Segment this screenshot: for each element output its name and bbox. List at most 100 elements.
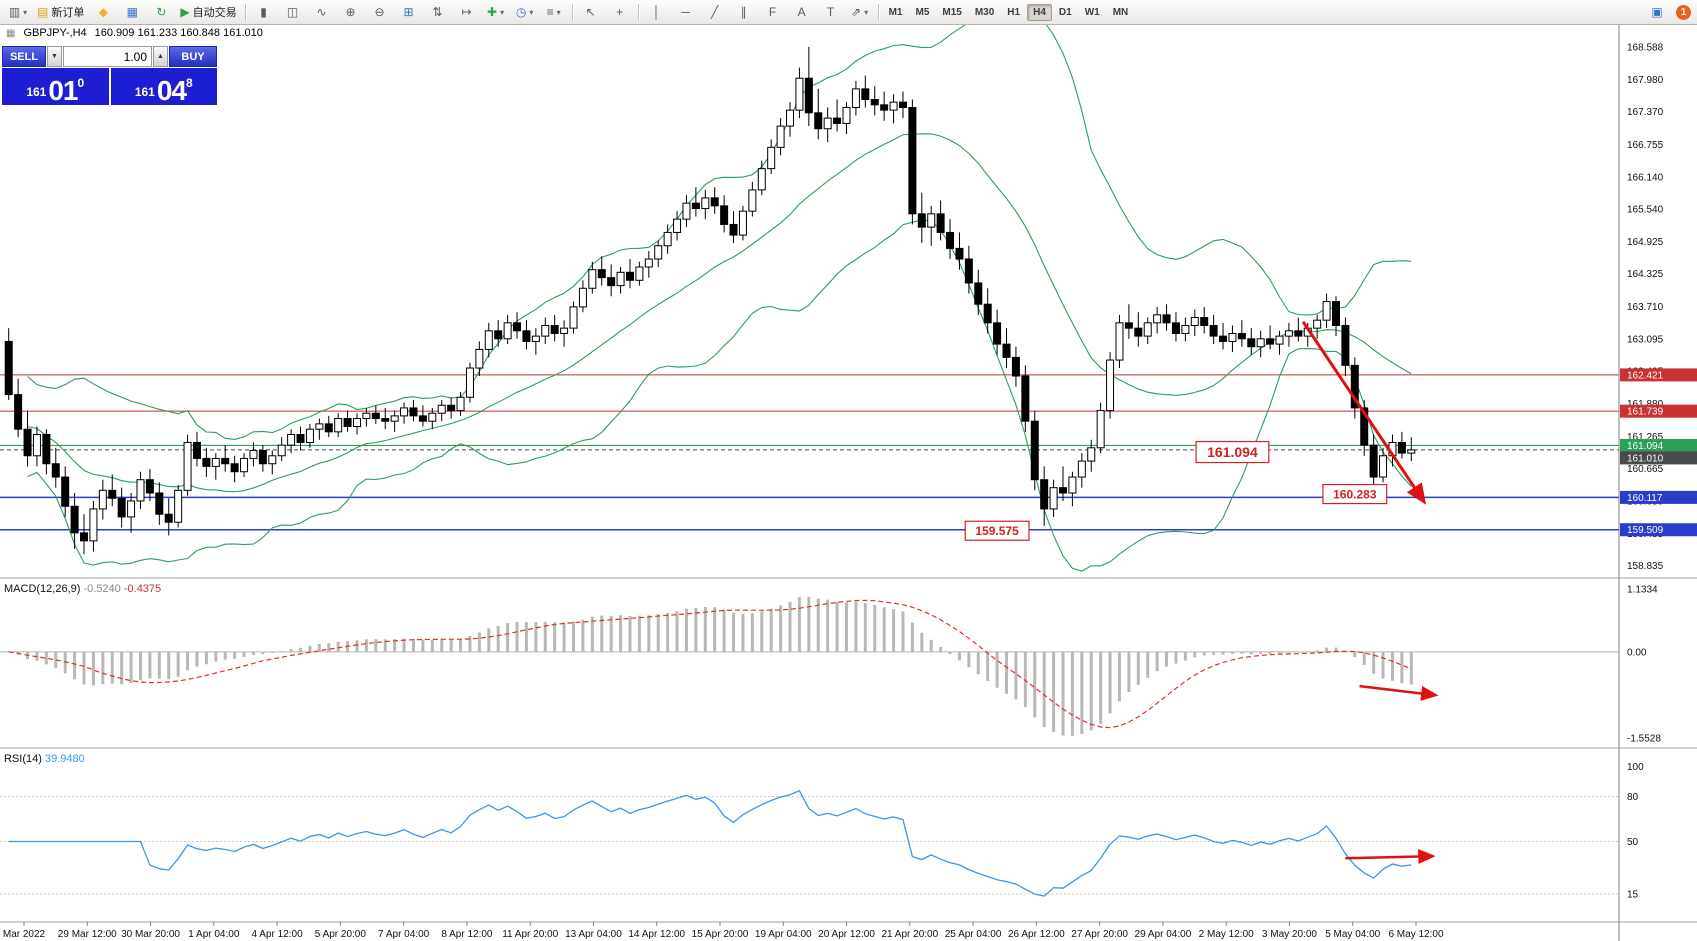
toolbar-right-group: ▣ 1 — [1643, 1, 1693, 23]
indicators-icon: ≡ — [546, 5, 554, 19]
community-icon[interactable]: ▣ — [1643, 1, 1671, 23]
svg-text:26 Apr 12:00: 26 Apr 12:00 — [1008, 929, 1065, 940]
svg-text:163.710: 163.710 — [1627, 302, 1664, 313]
timeframe-h1[interactable]: H1 — [1007, 6, 1021, 18]
timeframe-d1[interactable]: D1 — [1058, 6, 1072, 18]
ask-price-panel[interactable]: 161 04 8 — [110, 68, 217, 105]
svg-text:100: 100 — [1627, 762, 1644, 773]
time-axis[interactable]: Mar 2022 29 Mar 12:00 30 Mar 20:00 1 Apr 04… — [3, 922, 1444, 940]
vertical-line-icon[interactable]: │ — [643, 1, 671, 23]
svg-text:21 Apr 20:00: 21 Apr 20:00 — [881, 929, 938, 940]
svg-text:162.421: 162.421 — [1627, 370, 1664, 381]
timeframe-m5[interactable]: M5 — [915, 6, 930, 18]
axis-price-flag — [1620, 368, 1697, 382]
volume-input[interactable] — [63, 46, 152, 67]
macd-pane[interactable]: MACD(12,26,9) -0.5240 -0.4375 — [0, 583, 1619, 736]
chart-title: ▦ GBPJPY-,H4 160.909 161.233 160.848 161… — [6, 27, 263, 39]
svg-text:160.117: 160.117 — [1627, 493, 1663, 504]
scroll-to-end-icon[interactable]: ↦ — [453, 1, 481, 23]
axis-price-flag — [1620, 404, 1697, 418]
svg-text:25 Apr 04:00: 25 Apr 04:00 — [945, 929, 1002, 940]
channel-icon[interactable]: ∥ — [730, 1, 758, 23]
zoom-out-icon[interactable]: ⊖ — [366, 1, 394, 23]
timeframe-mn[interactable]: MN — [1112, 6, 1129, 18]
svg-text:5 May 04:00: 5 May 04:00 — [1325, 929, 1380, 940]
svg-text:164.925: 164.925 — [1627, 237, 1664, 248]
line-chart-mode-icon[interactable]: ∿ — [308, 1, 336, 23]
arrow-objects-icon[interactable]: ⇗ ▾ — [846, 1, 874, 23]
crosshair-icon[interactable]: + — [606, 1, 634, 23]
svg-text:30 Mar 20:00: 30 Mar 20:00 — [121, 929, 180, 940]
label-icon: T — [826, 5, 835, 19]
candles-layer[interactable] — [4, 46, 1416, 555]
svg-text:161.010: 161.010 — [1627, 453, 1664, 464]
annotations-layer[interactable]: 161.094 160.283 159.575 — [964, 320, 1439, 865]
chevron-down-icon: ▾ — [864, 7, 869, 17]
svg-text:6 May 12:00: 6 May 12:00 — [1388, 929, 1443, 940]
price-annotation-text: 161.094 — [1207, 444, 1258, 460]
candlestick-mode-icon[interactable]: ◫ — [279, 1, 307, 23]
arrow-objects-icon: ⇗ — [851, 5, 862, 19]
svg-text:167.980: 167.980 — [1627, 75, 1664, 86]
new-order-icon: ▤ — [37, 5, 49, 19]
autotrading-button[interactable]: ▶ 自动交易 — [176, 1, 240, 23]
svg-text:15: 15 — [1627, 890, 1639, 901]
tile-windows-icon[interactable]: ⊞ — [395, 1, 423, 23]
timeframe-m30[interactable]: M30 — [974, 6, 995, 18]
svg-text:8 Apr 12:00: 8 Apr 12:00 — [441, 929, 493, 940]
refresh-icon[interactable]: ↻ — [147, 1, 175, 23]
auto-arrange-icon[interactable]: ⇅ — [424, 1, 452, 23]
market-watch-icon[interactable]: ▦ — [118, 1, 146, 23]
bid-prefix: 161 — [26, 85, 47, 99]
new-chart-icon: ✚ — [487, 5, 498, 19]
timeframe-m15[interactable]: M15 — [942, 6, 962, 18]
toolbar-separator — [244, 3, 246, 21]
volume-down-button[interactable]: ▼ — [47, 46, 62, 67]
line-chart-mode-icon: ∿ — [316, 5, 327, 19]
axis-price-flag — [1620, 438, 1697, 452]
text-icon: A — [797, 5, 806, 19]
sell-button[interactable]: SELL — [2, 46, 46, 67]
notifications-badge[interactable]: 1 — [1676, 4, 1691, 20]
refresh-icon: ↻ — [156, 5, 167, 19]
profiles-icon[interactable]: ◷ ▾ — [511, 1, 539, 23]
text-icon[interactable]: A — [788, 1, 816, 23]
trendline-icon[interactable]: ╱ — [701, 1, 729, 23]
ask-pip: 8 — [186, 76, 193, 90]
profiles-icon: ◷ — [515, 5, 527, 19]
new-order-button[interactable]: ▤ 新订单 — [33, 1, 88, 23]
svg-text:4 Apr 12:00: 4 Apr 12:00 — [252, 929, 304, 940]
buy-button[interactable]: BUY — [169, 46, 217, 67]
cursor-icon[interactable]: ↖ — [577, 1, 605, 23]
market-watch-icon: ▦ — [126, 5, 139, 19]
symbol-period-label: GBPJPY-,H4 — [23, 27, 87, 39]
svg-text:29 Apr 04:00: 29 Apr 04:00 — [1135, 929, 1192, 940]
bid-price-panel[interactable]: 161 01 0 — [2, 68, 109, 105]
price-axis[interactable]: 168.588 167.980 167.370 166.755 166.140 165.5… — [1618, 24, 1697, 941]
axis-price-flag — [1620, 490, 1697, 504]
fibonacci-icon[interactable]: F — [759, 1, 787, 23]
svg-text:Mar 2022: Mar 2022 — [3, 929, 46, 940]
timeframe-w1[interactable]: W1 — [1084, 6, 1100, 18]
metaquotes-icon[interactable]: ◆ — [89, 1, 117, 23]
rsi-pane[interactable]: RSI(14) 39.9480 — [0, 753, 1619, 897]
main-toolbar: ▥ ▾ ▤ 新订单 ◆ ▦ ↻ ▶ 自动交易 ▮ ◫ ∿ ⊕ ⊖ ⊞ ⇅ ↦ ✚ ▾ ◷ ▾ ≡ ▾ ↖ + │ ─ ╱ ∥ F A T ⇗ ▾ M… — [0, 0, 1697, 25]
volume-up-button[interactable]: ▲ — [153, 46, 168, 67]
timeframe-h4[interactable]: H4 — [1027, 3, 1052, 21]
indicators-icon[interactable]: ≡ ▾ — [540, 1, 568, 23]
horizontal-line-icon[interactable]: ─ — [672, 1, 700, 23]
bid-main: 01 — [48, 75, 78, 107]
one-click-trading-panel: SELL ▼ ▲ BUY 161 01 0 161 04 8 — [2, 46, 217, 105]
new-chart-icon[interactable]: ✚ ▾ — [482, 1, 510, 23]
svg-text:1.1334: 1.1334 — [1627, 585, 1658, 596]
label-icon[interactable]: T — [817, 1, 845, 23]
svg-text:168.588: 168.588 — [1627, 42, 1664, 53]
bar-chart-mode-icon[interactable]: ▮ — [250, 1, 278, 23]
svg-text:-1.5528: -1.5528 — [1627, 733, 1661, 744]
zoom-in-icon[interactable]: ⊕ — [337, 1, 365, 23]
timeframe-m1[interactable]: M1 — [888, 6, 903, 18]
chart-window-icon[interactable]: ▥ ▾ — [4, 1, 32, 23]
crosshair-icon: + — [616, 5, 624, 19]
bar-chart-mode-icon: ▮ — [260, 5, 267, 19]
